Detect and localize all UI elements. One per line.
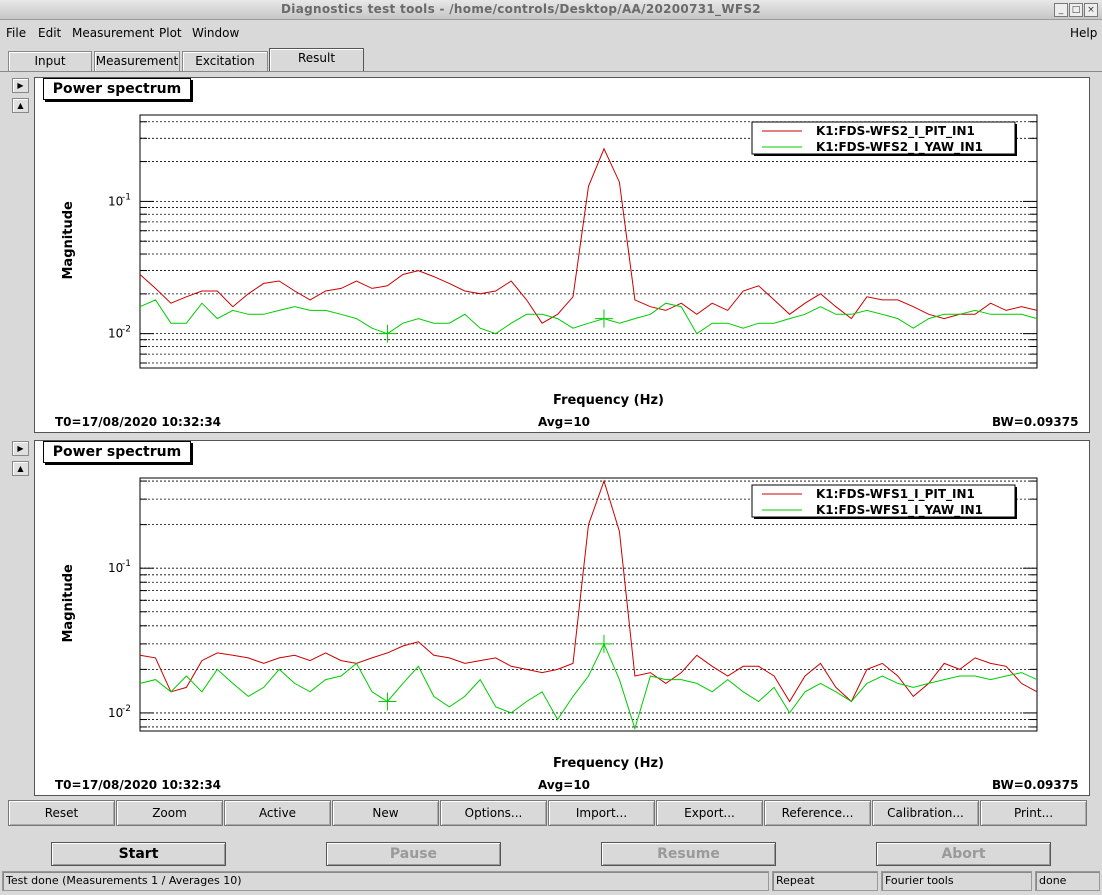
y-axis-label: Magnitude [61, 564, 76, 643]
legend [751, 484, 1016, 518]
menu-window[interactable]: Window [192, 26, 240, 40]
tab-bar: Input Measurement Excitation Result [0, 48, 1102, 72]
y-tick-exponent: -1 [122, 559, 131, 569]
menu-plot[interactable]: Plot [159, 26, 182, 40]
cursor-marker [594, 309, 613, 328]
active-button[interactable]: Active [224, 800, 331, 826]
plot-title: Power spectrum [43, 78, 191, 100]
export-button[interactable]: Export... [656, 800, 763, 826]
new-button[interactable]: New [332, 800, 439, 826]
legend-entry: K1:FDS-WFS2_I_YAW_IN1 [816, 140, 983, 155]
tab-excitation[interactable]: Excitation [182, 51, 268, 72]
menu-measurement[interactable]: Measurement [72, 26, 155, 40]
reset-button[interactable]: Reset [8, 800, 115, 826]
avg-label: Avg=10 [538, 415, 591, 429]
plot-title: Power spectrum [43, 441, 191, 463]
y-tick-label: 10 [108, 706, 123, 720]
zoom-button[interactable]: Zoom [116, 800, 223, 826]
x-axis-label: Frequency (Hz) [553, 756, 664, 771]
status-state: done [1035, 871, 1100, 891]
maximize-icon[interactable]: □ [1069, 3, 1083, 17]
y-tick-exponent: -2 [122, 704, 131, 714]
title-bar: Diagnostics test tools - /home/controls/… [0, 0, 1102, 20]
y-tick-exponent: -2 [122, 325, 131, 335]
expand-up-icon[interactable]: ▲ [12, 461, 29, 476]
plot-toolbar: Reset Zoom Active New Options... Import.… [8, 800, 1090, 826]
status-message: Test done (Measurements 1 / Averages 10) [2, 871, 769, 891]
calibration-button[interactable]: Calibration... [872, 800, 979, 826]
expand-right-icon[interactable]: ▶ [12, 78, 29, 93]
t0-label: T0=17/08/2020 10:32:34 [55, 415, 222, 429]
series-pit-line [139, 479, 1038, 703]
print-button[interactable]: Print... [980, 800, 1087, 826]
tab-result[interactable]: Result [269, 48, 364, 72]
legend-entry: K1:FDS-WFS1_I_YAW_IN1 [816, 503, 983, 518]
x-axis-label: Frequency (Hz) [553, 393, 664, 408]
abort-button[interactable]: Abort [876, 842, 1051, 866]
tab-input[interactable]: Input [8, 51, 92, 72]
close-icon[interactable]: × [1084, 3, 1098, 17]
series-pit-line [139, 147, 1038, 324]
pause-button[interactable]: Pause [326, 842, 501, 866]
options-button[interactable]: Options... [440, 800, 547, 826]
tab-divider [0, 71, 1102, 72]
y-tick-label: 10 [108, 327, 123, 341]
series-yaw-line [139, 642, 1038, 731]
bw-label: BW=0.09375 [992, 415, 1079, 429]
start-button[interactable]: Start [51, 842, 226, 866]
import-button[interactable]: Import... [548, 800, 655, 826]
cursor-marker [594, 634, 613, 653]
status-tool: Fourier tools [881, 871, 1032, 891]
y-tick-label: 10 [108, 194, 123, 208]
legend-entry: K1:FDS-WFS1_I_PIT_IN1 [816, 487, 975, 502]
series-yaw-line [139, 299, 1038, 335]
y-tick-exponent: -1 [122, 192, 131, 202]
cursor-marker [378, 324, 397, 343]
bw-label: BW=0.09375 [992, 778, 1079, 792]
legend [751, 121, 1016, 155]
expand-right-icon[interactable]: ▶ [12, 441, 29, 456]
y-tick-label: 10 [108, 561, 123, 575]
menu-edit[interactable]: Edit [38, 26, 62, 40]
reference-button[interactable]: Reference... [764, 800, 871, 826]
menu-bar: File Edit Measurement Plot Window Help [0, 22, 1102, 44]
menu-file[interactable]: File [6, 26, 27, 40]
status-repeat: Repeat [772, 871, 878, 891]
plot-panel-bottom[interactable]: 10 -1 10 -2 Magnitude Frequency (Hz) K1:FDS-WF… [34, 440, 1090, 796]
minimize-icon[interactable]: _ [1054, 3, 1068, 17]
resume-button[interactable]: Resume [601, 842, 776, 866]
cursor-marker [378, 692, 397, 711]
y-axis-label: Magnitude [61, 201, 76, 280]
tab-measurement[interactable]: Measurement [94, 51, 180, 72]
avg-label: Avg=10 [538, 778, 591, 792]
expand-up-icon[interactable]: ▲ [12, 98, 29, 113]
legend-entry: K1:FDS-WFS2_I_PIT_IN1 [816, 124, 975, 139]
window-title: Diagnostics test tools - /home/controls/… [281, 2, 761, 16]
plot-area [139, 477, 1038, 732]
t0-label: T0=17/08/2020 10:32:34 [55, 778, 222, 792]
menu-help[interactable]: Help [1070, 26, 1098, 40]
plot-panel-top[interactable]: 10 -1 10 -2 Magnitude Frequency (Hz) K1:FDS-WF… [34, 77, 1090, 433]
